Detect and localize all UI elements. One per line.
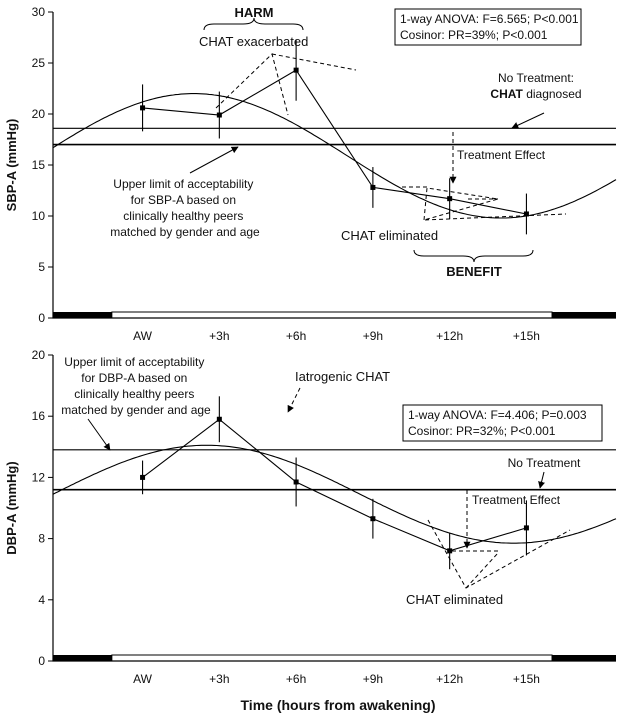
- dbp-chat-eliminated-label: CHAT eliminated: [406, 592, 503, 607]
- dark-span: [53, 655, 112, 661]
- data-point: [370, 184, 376, 190]
- dbp-upper-limit-arrow: [87, 418, 111, 451]
- x-tick-label: +3h: [209, 329, 229, 343]
- light-span: [111, 311, 553, 319]
- data-point: [140, 105, 146, 111]
- iatrogenic-arrow: [287, 387, 301, 413]
- dbp-panel: 0 4 8 12 16 20 AW +3h +6h +9h +12h +15h DBP-A (mmH…: [4, 348, 617, 713]
- sbp-cosinor-curve: [52, 93, 617, 219]
- sbp-panel: 0 5 10 15 20 25 30 AW +3h +6h +9h +12h +15h SBP-A (…: [4, 5, 617, 343]
- sbp-no-treatment-arrow: [511, 112, 545, 129]
- x-tick-label: +15h: [513, 329, 540, 343]
- sbp-stats-box: [394, 8, 582, 46]
- dbp-treatment-effect-label: Treatment Effect: [472, 493, 561, 507]
- sbp-cosinor-text: Cosinor: PR=39%; P<0.001: [400, 28, 548, 42]
- chat-exacerbated-label: CHAT exacerbated: [199, 34, 308, 49]
- chat-diagnosed-label: CHAT diagnosed: [490, 87, 581, 101]
- sbp-reference-lines: [53, 127, 616, 146]
- data-point: [216, 112, 222, 118]
- y-tick-label: 8: [38, 532, 45, 546]
- sbp-points: [140, 67, 529, 217]
- dbp-axes: [52, 355, 616, 662]
- y-tick-label: 0: [38, 654, 45, 668]
- x-tick-label: AW: [133, 672, 153, 686]
- sbp-anova-text: 1-way ANOVA: F=6.565; P<0.001: [400, 12, 579, 26]
- sbp-y-axis-label: SBP-A (mmHg): [4, 119, 19, 212]
- data-point: [216, 416, 222, 422]
- benefit-brace: [413, 249, 534, 263]
- x-tick-label: AW: [133, 329, 153, 343]
- harm-brace: [203, 17, 304, 31]
- y-tick-label: 16: [32, 409, 46, 423]
- dbp-light-dark-bar: [53, 654, 616, 662]
- dark-span: [53, 312, 112, 318]
- dbp-chat-eliminated-dashes-2: [465, 552, 499, 589]
- sbp-light-dark-bar: [53, 311, 616, 319]
- y-tick-label: 12: [32, 470, 46, 484]
- sbp-treatment-effect-label: Treatment Effect: [457, 148, 546, 162]
- dbp-reference-lines: [53, 449, 616, 491]
- dbp-no-treatment-arrow: [538, 471, 545, 489]
- y-tick-label: 0: [38, 311, 45, 325]
- dbp-no-treatment-label: No Treatment: [508, 456, 581, 470]
- y-tick-label: 10: [32, 209, 46, 223]
- data-point: [523, 211, 529, 217]
- y-tick-label: 4: [38, 593, 45, 607]
- y-tick-label: 30: [32, 5, 46, 19]
- y-tick-label: 15: [32, 158, 46, 172]
- sbp-data-line: [142, 69, 527, 215]
- light-span: [111, 654, 553, 662]
- data-point: [140, 474, 146, 480]
- chat-exacerbated-dashes: [215, 53, 289, 116]
- data-point: [293, 479, 299, 485]
- y-tick-label: 20: [32, 348, 46, 362]
- data-point: [523, 525, 529, 531]
- x-tick-label: +6h: [286, 672, 306, 686]
- sbp-chat-eliminated-dashes: [423, 187, 567, 221]
- dark-span: [552, 655, 616, 661]
- dbp-data-line: [142, 418, 527, 552]
- harm-label: HARM: [235, 5, 274, 20]
- sbp-y-ticks: 0 5 10 15 20 25 30: [32, 5, 53, 325]
- sbp-chat-eliminated-label: CHAT eliminated: [341, 228, 438, 243]
- x-tick-label: +3h: [209, 672, 229, 686]
- sbp-upper-limit-label: Upper limit of acceptability for SBP-A b…: [110, 177, 260, 239]
- data-point: [293, 67, 299, 73]
- dbp-points: [140, 416, 529, 554]
- y-tick-label: 5: [38, 260, 45, 274]
- iatrogenic-chat-label: Iatrogenic CHAT: [295, 369, 390, 384]
- dbp-y-ticks: 0 4 8 12 16 20: [32, 348, 53, 668]
- sbp-x-ticks: AW +3h +6h +9h +12h +15h: [133, 329, 540, 343]
- dbp-anova-text: 1-way ANOVA: F=4.406; P=0.003: [408, 408, 587, 422]
- y-tick-label: 20: [32, 107, 46, 121]
- y-tick-label: 25: [32, 56, 46, 70]
- x-tick-label: +12h: [436, 329, 463, 343]
- sbp-no-treatment-label: No Treatment:: [498, 71, 574, 85]
- dark-span: [552, 312, 616, 318]
- dbp-cosinor-text: Cosinor: PR=32%; P<0.001: [408, 424, 556, 438]
- sbp-axes: [52, 12, 616, 319]
- benefit-label: BENEFIT: [446, 264, 502, 279]
- dbp-stats-box: [402, 404, 603, 442]
- chat-exacerbated-dashes-2: [271, 53, 357, 71]
- x-tick-label: +6h: [286, 329, 306, 343]
- x-tick-label: +12h: [436, 672, 463, 686]
- x-tick-label: +15h: [513, 672, 540, 686]
- data-point: [447, 548, 453, 554]
- dbp-y-axis-label: DBP-A (mmHg): [4, 461, 19, 554]
- data-point: [370, 516, 376, 522]
- sbp-upper-limit-arrow: [189, 146, 239, 174]
- x-axis-label: Time (hours from awakening): [241, 697, 436, 713]
- data-point: [447, 196, 453, 202]
- dbp-upper-limit-label: Upper limit of acceptability for DBP-A b…: [61, 355, 211, 417]
- x-tick-label: +9h: [363, 672, 383, 686]
- x-tick-label: +9h: [363, 329, 383, 343]
- dbp-x-ticks: AW +3h +6h +9h +12h +15h: [133, 672, 540, 686]
- dbp-cosinor-curve: [52, 444, 617, 544]
